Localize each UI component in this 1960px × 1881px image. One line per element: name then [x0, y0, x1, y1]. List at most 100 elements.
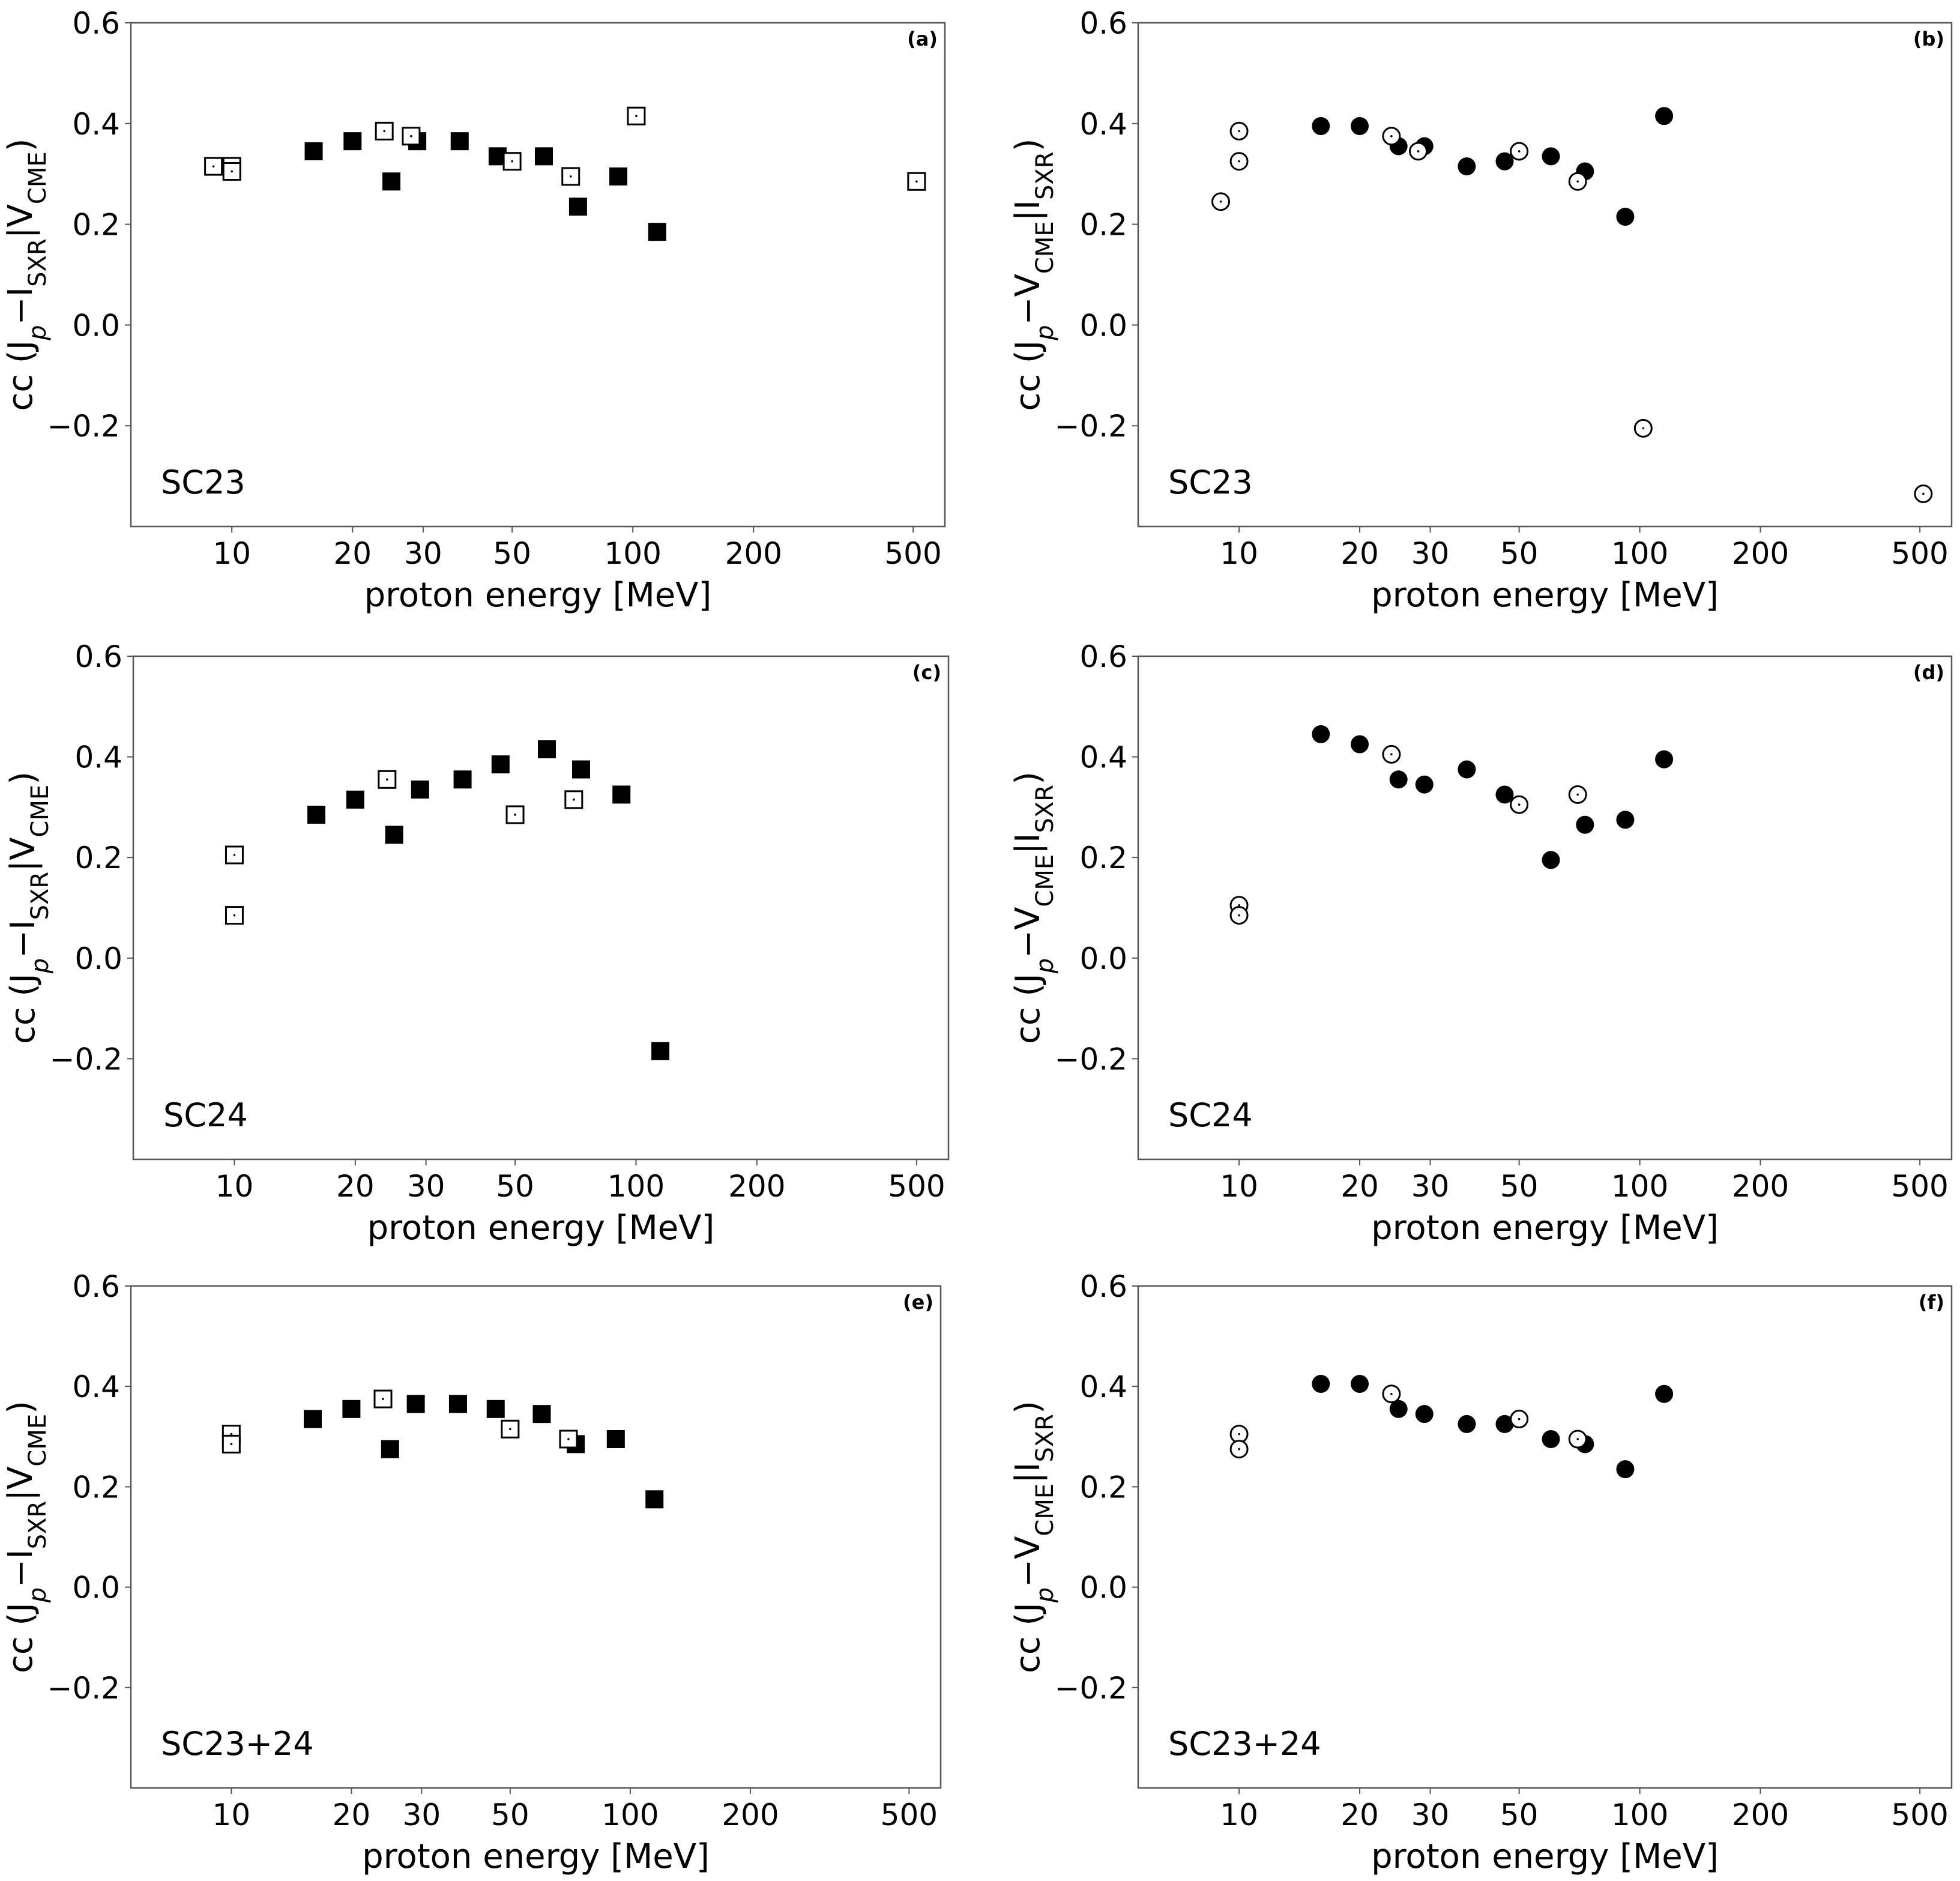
- y-tick-label: 0.2: [1079, 841, 1127, 875]
- x-tick-label: 30: [1411, 536, 1450, 571]
- x-tick-label: 200: [1732, 536, 1789, 571]
- panel-e: 0.6 0.4 0.2 0.0 −0.2 10 20 30 50 100 200 500 proton …: [1, 1269, 942, 1876]
- y-tick-label: −0.2: [1055, 1671, 1127, 1706]
- x-tick-label: 200: [725, 536, 782, 571]
- y-tick-label: 0.6: [74, 639, 122, 674]
- filled-square-point: [535, 147, 553, 166]
- filled-square-point: [382, 172, 401, 191]
- filled-circle-point: [1655, 1384, 1674, 1403]
- y-tick-label: 0.4: [72, 107, 120, 142]
- filled-square-point: [307, 805, 326, 824]
- y-tick-label: −0.2: [47, 1671, 120, 1706]
- y-tick-label: 0.4: [72, 1369, 120, 1404]
- y-tick-label: 0.4: [1079, 740, 1127, 775]
- filled-circle-point: [1458, 760, 1476, 779]
- y-tick-label: 0.0: [74, 941, 122, 976]
- x-tick-label: 500: [1891, 1169, 1948, 1204]
- filled-circle-point: [1312, 725, 1330, 743]
- x-tick-label: 100: [602, 1798, 659, 1832]
- open-square-point-dot: [915, 180, 918, 183]
- plot-frame: [130, 22, 946, 528]
- filled-square-point: [450, 132, 469, 151]
- filled-square-point: [491, 755, 510, 774]
- x-tick-label: 10: [216, 1169, 254, 1204]
- y-tick-label: 0.2: [72, 1470, 120, 1505]
- x-tick-label: 500: [1891, 536, 1948, 571]
- open-square-point: [559, 1430, 578, 1449]
- x-tick-label: 10: [1220, 536, 1258, 571]
- y-tick-label: 0.2: [1079, 208, 1127, 243]
- open-circle-point-dot: [1238, 904, 1240, 907]
- panel-tag: (e): [903, 1291, 933, 1314]
- open-square-point: [225, 845, 244, 865]
- panel-a: 0.6 0.4 0.2 0.0 −0.2 10 20 30 50 100 200 500 proton …: [1, 6, 946, 615]
- y-tick-label: 0.4: [1079, 1369, 1127, 1404]
- x-tick-label: 20: [333, 536, 372, 571]
- filled-square-point: [346, 790, 364, 809]
- open-square-point: [564, 790, 583, 809]
- open-square-point-dot: [233, 854, 236, 856]
- filled-circle-point: [1458, 157, 1476, 176]
- open-square-point: [222, 162, 241, 181]
- x-tick-label: 50: [1500, 536, 1539, 571]
- x-tick-label: 10: [213, 1798, 251, 1832]
- cycle-label: SC24: [163, 1096, 248, 1134]
- y-axis-label: cc (Jp−ISXR|VCME): [1, 139, 52, 411]
- y-tick-label: 0.0: [72, 1571, 120, 1605]
- x-tick-label: 20: [1340, 536, 1379, 571]
- filled-circle-point: [1616, 1460, 1635, 1479]
- y-tick-label: 0.2: [72, 208, 120, 243]
- filled-circle-point: [1415, 775, 1434, 794]
- plot-frame: [1137, 22, 1953, 528]
- filled-circle-point: [1312, 1375, 1330, 1393]
- open-circle-point-dot: [1518, 803, 1521, 806]
- open-square-point-dot: [567, 1438, 570, 1440]
- filled-square-point: [612, 785, 631, 804]
- filled-square-point: [303, 1410, 322, 1428]
- x-tick-label: 20: [1340, 1798, 1379, 1832]
- open-circle-point-dot: [1576, 180, 1579, 183]
- y-tick-label: 0.6: [72, 6, 120, 41]
- open-square-point-dot: [386, 778, 388, 781]
- open-square-point-dot: [514, 814, 516, 816]
- filled-square-point: [385, 826, 403, 844]
- filled-square-point: [448, 1395, 467, 1413]
- y-axis-label: cc (Jp−ISXR|VCME): [1, 1401, 52, 1673]
- x-tick-label: 30: [1411, 1169, 1450, 1204]
- filled-circle-point: [1389, 770, 1408, 789]
- y-axis-label: cc (Jp−ISXR|VCME): [4, 771, 54, 1044]
- filled-square-point: [486, 1399, 505, 1418]
- open-square-point-dot: [230, 1433, 233, 1436]
- x-tick-label: 50: [496, 1169, 534, 1204]
- x-tick-label: 100: [608, 1169, 665, 1204]
- filled-square-point: [342, 1399, 361, 1418]
- x-tick-label: 100: [604, 536, 661, 571]
- x-tick-label: 100: [1611, 536, 1668, 571]
- filled-circle-point: [1576, 815, 1594, 834]
- y-tick-label: 0.6: [1079, 639, 1127, 674]
- x-tick-label: 500: [1891, 1798, 1948, 1832]
- cycle-label: SC23+24: [1168, 1725, 1321, 1763]
- x-tick-label: 30: [404, 536, 442, 571]
- open-circle-point-dot: [1238, 914, 1240, 917]
- open-circle-point-dot: [1518, 1418, 1521, 1421]
- x-tick-label: 10: [1220, 1169, 1258, 1204]
- open-circle-point-dot: [1417, 150, 1420, 152]
- open-square-point-dot: [230, 1443, 233, 1446]
- x-tick-label: 50: [1500, 1169, 1539, 1204]
- filled-circle-point: [1351, 1375, 1369, 1393]
- cycle-label: SC23: [1168, 463, 1253, 501]
- x-axis-label: proton energy [MeV]: [1371, 576, 1719, 615]
- filled-square-point: [453, 770, 472, 789]
- open-square-point-dot: [509, 1428, 511, 1431]
- plot-frame: [1137, 655, 1953, 1161]
- y-tick-label: −0.2: [1055, 409, 1127, 444]
- y-axis-label: cc (Jp−VCME|ISXR): [1009, 1401, 1059, 1673]
- filled-square-point: [606, 1430, 625, 1448]
- filled-circle-point: [1542, 147, 1560, 166]
- filled-square-point: [568, 198, 587, 216]
- x-tick-label: 30: [403, 1798, 441, 1832]
- y-tick-label: −0.2: [1055, 1042, 1127, 1076]
- filled-circle-point: [1655, 107, 1674, 125]
